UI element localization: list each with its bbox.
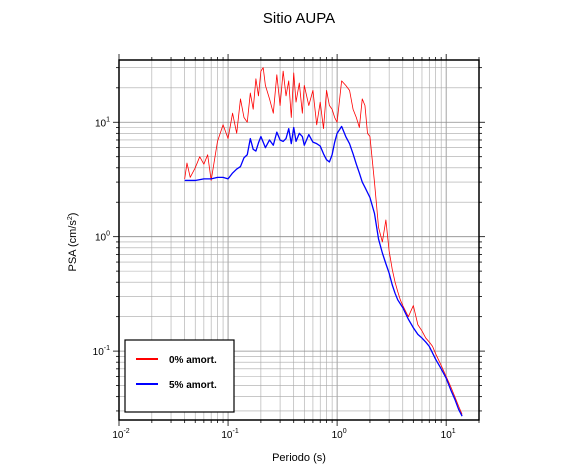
x-tick-label: 10-1 — [221, 428, 238, 441]
legend: 0% amort. 5% amort. — [124, 339, 235, 413]
y-axis-label: PSA (cm/s2) — [67, 213, 79, 272]
legend-label-5pct: 5% amort. — [169, 380, 217, 391]
y-axis-label-text: PSA (cm/s — [67, 220, 79, 272]
legend-label-0pct: 0% amort. — [169, 355, 217, 366]
y-axis-label-close: ) — [67, 213, 79, 217]
legend-box — [124, 339, 235, 413]
axis-ticks: 10-2 10-1 100 101 10-1 100 101 — [93, 54, 485, 441]
grid — [118, 60, 480, 420]
y-tick-label: 101 — [95, 116, 110, 129]
series-line-0pct — [184, 67, 463, 415]
series-lines — [184, 67, 463, 417]
y-tick-label: 100 — [95, 231, 110, 244]
plot-area-border — [118, 59, 480, 421]
x-tick-label: 100 — [332, 428, 347, 441]
plot-frame — [118, 59, 480, 421]
y-axis-label-superscript: 2 — [67, 216, 74, 220]
chart-title: Sitio AUPA — [263, 10, 335, 27]
x-tick-label: 10-2 — [112, 428, 129, 441]
x-tick-label: 101 — [441, 428, 456, 441]
x-axis-label: Periodo (s) — [272, 452, 326, 464]
y-tick-label: 10-1 — [93, 345, 110, 358]
series-line-5pct — [184, 125, 463, 417]
